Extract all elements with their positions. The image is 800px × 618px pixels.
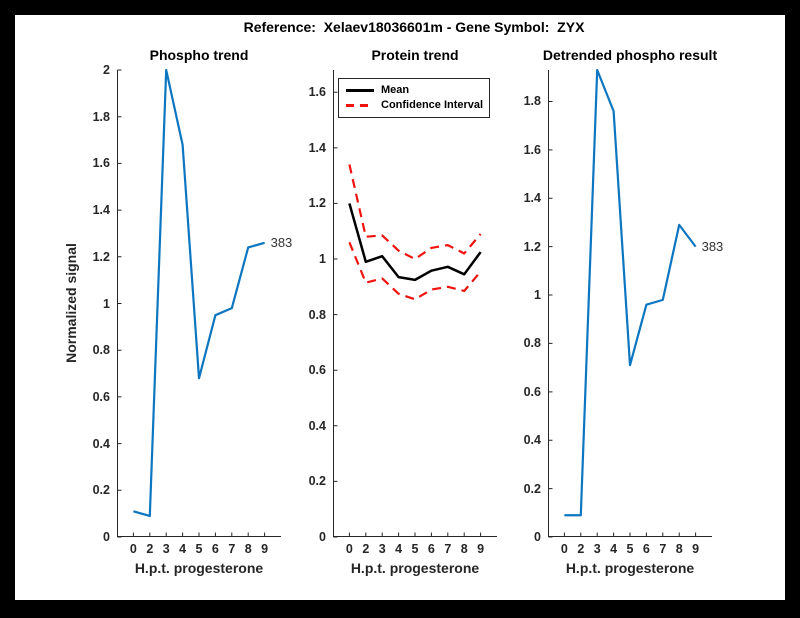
y-tick-label: 1.6 (92, 156, 110, 171)
x-tick-label: 3 (162, 542, 170, 556)
y-tick-label: 1.2 (523, 239, 541, 254)
x-tick-label: 4 (179, 542, 187, 556)
x-tick-label: 5 (411, 542, 419, 556)
plot-area (117, 68, 281, 538)
series-line-mean (348, 203, 482, 282)
subplot-title: Protein trend (371, 47, 459, 63)
x-tick-label: 7 (228, 542, 236, 556)
x-tick-label: 2 (577, 542, 585, 556)
subplot-protein-trend: Protein trend Mean Confidence Interval H… (309, 47, 497, 576)
x-tick-label: 3 (378, 542, 386, 556)
y-tick-label: 1.8 (523, 94, 541, 109)
x-tick-label: 0 (345, 542, 353, 556)
figure-title: Reference: Xelaev18036601m - Gene Symbol… (243, 19, 585, 35)
y-tick-label: 0.2 (92, 483, 110, 498)
y-tick-label: 1.6 (308, 85, 326, 100)
series-line-detrended-phospho-signal (564, 68, 697, 517)
y-tick-label: 1.2 (92, 249, 110, 264)
y-tick-label: 1.4 (308, 140, 326, 155)
legend-label: Confidence Interval (381, 99, 484, 111)
subplot-phospho-trend: Phospho trend Normalized signal H.p.t. p… (63, 47, 292, 576)
x-tick-label: 8 (675, 542, 683, 556)
y-tick-label: 2 (103, 63, 110, 77)
x-tick-label: 9 (261, 542, 269, 556)
legend-label: Mean (381, 84, 410, 96)
axes (117, 69, 281, 538)
figure-canvas: Reference: Xelaev18036601m - Gene Symbol… (15, 15, 785, 600)
y-tick-label: 1 (103, 296, 110, 311)
x-tick-label: 8 (244, 542, 252, 556)
x-axis-label: H.p.t. progesterone (350, 560, 480, 576)
plot-area (548, 68, 712, 538)
series-end-label: 383 (701, 238, 724, 254)
x-tick-label: 9 (477, 542, 485, 556)
x-axis-label: H.p.t. progesterone (565, 560, 695, 576)
x-tick-label: 5 (195, 542, 203, 556)
axes (333, 70, 497, 538)
y-tick-label: 0 (103, 530, 110, 544)
subplot-title: Detrended phospho result (542, 47, 718, 63)
y-tick-label: 0.2 (523, 481, 541, 496)
x-tick-label: 6 (642, 542, 650, 556)
y-tick-label: 0.4 (308, 418, 326, 433)
y-tick-label: 1.4 (92, 203, 110, 218)
y-tick-label: 0.4 (523, 433, 541, 448)
y-tick-label: 1 (534, 288, 541, 303)
x-tick-label: 7 (444, 542, 452, 556)
y-tick-label: 1.4 (523, 191, 541, 206)
legend-line-sample-dashed (346, 104, 374, 107)
x-tick-label: 6 (427, 542, 435, 556)
axes (548, 70, 712, 538)
plot-area (333, 70, 497, 538)
y-tick-label: 0.4 (92, 436, 110, 451)
x-tick-label: 0 (560, 542, 568, 556)
series-line-phospho-signal (133, 68, 265, 518)
x-tick-label: 5 (626, 542, 634, 556)
x-tick-label: 4 (395, 542, 403, 556)
y-tick-label: 0.8 (92, 343, 110, 358)
y-tick-label: 1 (319, 252, 326, 267)
y-tick-label: 1.8 (92, 109, 110, 124)
x-tick-label: 9 (692, 542, 700, 556)
x-axis-label: H.p.t. progesterone (134, 560, 264, 576)
x-tick-label: 4 (610, 542, 618, 556)
y-tick-label: 0.8 (523, 336, 541, 351)
y-tick-label: 1.6 (523, 142, 541, 157)
y-tick-label: 0.6 (523, 384, 541, 399)
subplot-title: Phospho trend (149, 47, 249, 63)
x-tick-label: 2 (362, 542, 370, 556)
x-tick-label: 3 (593, 542, 601, 556)
legend-line-sample-solid (346, 89, 374, 92)
series-line-confidence-interval-upper (348, 164, 482, 261)
subplot-detrended-phospho: Detrended phospho result H.p.t. progeste… (524, 47, 724, 576)
y-tick-label: 0.6 (92, 389, 110, 404)
series-line-confidence-interval-lower (348, 241, 482, 301)
legend-item-mean: Mean (339, 83, 489, 98)
x-tick-label: 0 (129, 542, 137, 556)
series-end-label: 383 (270, 234, 293, 250)
y-tick-label: 0 (534, 530, 541, 544)
legend-item-confidence-interval: Confidence Interval (339, 98, 489, 113)
legend-box: Mean Confidence Interval (338, 78, 490, 118)
y-tick-label: 0 (319, 530, 326, 544)
x-tick-label: 6 (211, 542, 219, 556)
y-tick-label: 0.6 (308, 363, 326, 378)
y-tick-label: 1.2 (308, 196, 326, 211)
y-tick-label: 0.2 (308, 474, 326, 489)
y-tick-label: 0.8 (308, 307, 326, 322)
x-tick-label: 2 (146, 542, 154, 556)
x-tick-label: 8 (460, 542, 468, 556)
x-tick-label: 7 (659, 542, 667, 556)
